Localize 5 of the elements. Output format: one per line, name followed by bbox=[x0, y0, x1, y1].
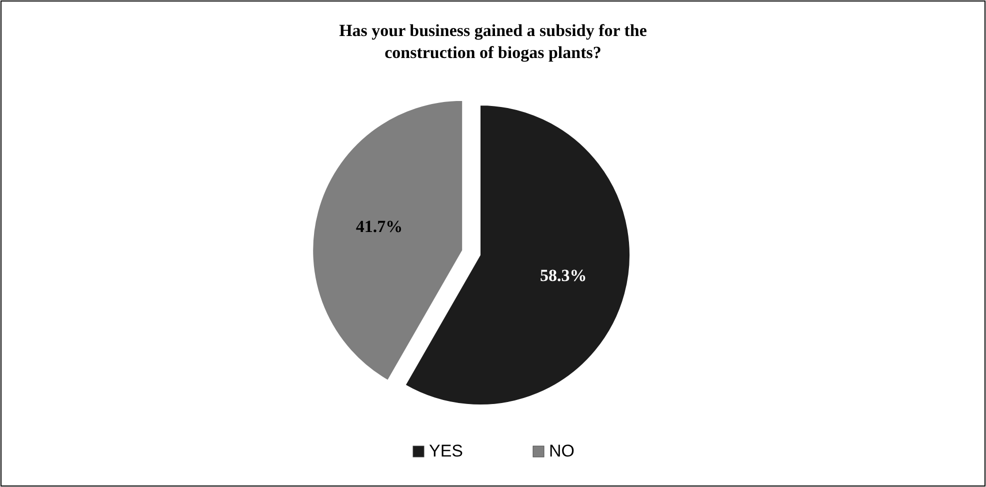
data-label: 58.3% bbox=[540, 266, 587, 286]
data-label: 41.7% bbox=[356, 217, 403, 236]
chart-title: Has your business gained a subsidy for the construction of biogas plants? bbox=[339, 21, 648, 62]
legend-label: NO bbox=[549, 441, 574, 460]
legend-label: YES bbox=[429, 441, 464, 460]
